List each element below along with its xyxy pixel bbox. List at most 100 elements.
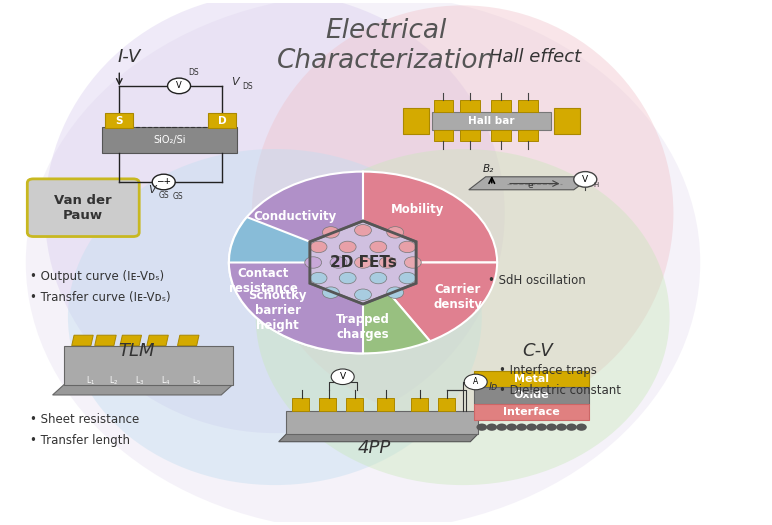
Circle shape <box>574 172 597 187</box>
FancyBboxPatch shape <box>554 108 580 134</box>
Text: Iᴅ: Iᴅ <box>489 382 498 392</box>
Text: Contact
resistance: Contact resistance <box>229 267 297 295</box>
Polygon shape <box>95 335 117 345</box>
Circle shape <box>537 424 547 431</box>
Text: 4PP: 4PP <box>358 439 391 457</box>
Circle shape <box>354 257 371 268</box>
FancyBboxPatch shape <box>460 130 480 141</box>
Circle shape <box>323 287 339 298</box>
Circle shape <box>168 78 191 93</box>
Text: Conductivity: Conductivity <box>254 210 337 223</box>
FancyBboxPatch shape <box>474 387 589 404</box>
Circle shape <box>379 257 396 268</box>
FancyBboxPatch shape <box>293 397 310 411</box>
Circle shape <box>516 424 527 431</box>
Polygon shape <box>178 335 199 345</box>
Circle shape <box>399 241 416 253</box>
FancyBboxPatch shape <box>411 397 428 411</box>
FancyBboxPatch shape <box>27 179 139 237</box>
Circle shape <box>387 227 404 238</box>
Text: Hall bar: Hall bar <box>468 116 514 125</box>
Circle shape <box>330 257 347 268</box>
Circle shape <box>556 424 567 431</box>
Text: DS: DS <box>242 82 252 91</box>
Ellipse shape <box>25 0 700 525</box>
FancyBboxPatch shape <box>474 371 589 387</box>
Text: Oxide: Oxide <box>514 391 550 401</box>
Circle shape <box>546 424 557 431</box>
Circle shape <box>354 225 371 236</box>
Circle shape <box>576 424 587 431</box>
FancyBboxPatch shape <box>518 100 538 112</box>
Text: Van der
Pauw: Van der Pauw <box>55 194 112 222</box>
Text: • Interface traps: • Interface traps <box>499 364 598 377</box>
Circle shape <box>339 241 356 253</box>
Text: Electrical
Characterization: Electrical Characterization <box>277 18 495 75</box>
Circle shape <box>310 272 327 284</box>
Text: DS: DS <box>188 68 199 77</box>
Polygon shape <box>120 335 141 345</box>
Circle shape <box>476 424 487 431</box>
Circle shape <box>496 424 507 431</box>
Polygon shape <box>52 385 232 395</box>
Circle shape <box>152 174 175 190</box>
Polygon shape <box>279 434 478 442</box>
Polygon shape <box>310 221 416 304</box>
Polygon shape <box>286 411 478 434</box>
Circle shape <box>405 257 422 268</box>
FancyBboxPatch shape <box>208 113 235 129</box>
Text: V: V <box>340 372 346 381</box>
Polygon shape <box>469 177 591 190</box>
Text: H: H <box>593 182 598 187</box>
Text: 2D FETs: 2D FETs <box>330 255 397 270</box>
Circle shape <box>370 241 387 253</box>
Circle shape <box>305 257 322 268</box>
Circle shape <box>486 424 497 431</box>
Wedge shape <box>229 217 363 341</box>
FancyBboxPatch shape <box>434 130 453 141</box>
Circle shape <box>331 369 354 385</box>
FancyBboxPatch shape <box>106 113 133 129</box>
Circle shape <box>506 424 517 431</box>
Text: A: A <box>473 377 479 386</box>
Circle shape <box>323 227 339 238</box>
Polygon shape <box>147 335 168 345</box>
FancyBboxPatch shape <box>460 100 480 112</box>
Text: GS: GS <box>173 192 184 202</box>
Circle shape <box>354 289 371 300</box>
FancyBboxPatch shape <box>432 112 550 130</box>
FancyBboxPatch shape <box>103 128 236 153</box>
Text: e⁻: e⁻ <box>528 181 538 190</box>
Text: Mobility: Mobility <box>391 203 445 216</box>
Text: I-V: I-V <box>117 48 141 66</box>
Wedge shape <box>363 262 497 341</box>
Text: D: D <box>218 116 226 125</box>
Text: S: S <box>116 116 123 125</box>
Wedge shape <box>296 262 430 353</box>
Circle shape <box>370 272 387 284</box>
FancyBboxPatch shape <box>474 404 589 421</box>
Text: SiO₂/Si: SiO₂/Si <box>154 135 186 145</box>
Text: Carrier
density: Carrier density <box>433 282 482 311</box>
Text: • SdH oscillation: • SdH oscillation <box>488 274 586 287</box>
Text: • Sheet resistance: • Sheet resistance <box>29 413 139 426</box>
FancyBboxPatch shape <box>346 397 363 411</box>
Text: • Dielectric constant: • Dielectric constant <box>499 384 621 396</box>
Text: −+: −+ <box>156 177 171 186</box>
FancyBboxPatch shape <box>320 397 336 411</box>
Wedge shape <box>229 262 363 353</box>
Text: • Output curve (Iᴇ-Vᴅₛ): • Output curve (Iᴇ-Vᴅₛ) <box>29 270 164 284</box>
FancyBboxPatch shape <box>438 397 455 411</box>
Circle shape <box>527 424 537 431</box>
FancyBboxPatch shape <box>377 397 394 411</box>
Ellipse shape <box>256 149 669 485</box>
Text: Trapped
charges: Trapped charges <box>336 313 390 341</box>
Text: • Transfer length: • Transfer length <box>29 434 130 447</box>
Text: V: V <box>176 81 182 90</box>
Text: C-V: C-V <box>523 342 553 360</box>
Ellipse shape <box>252 5 673 421</box>
Circle shape <box>387 287 404 298</box>
Ellipse shape <box>45 0 505 433</box>
Circle shape <box>339 272 356 284</box>
FancyBboxPatch shape <box>518 130 538 141</box>
